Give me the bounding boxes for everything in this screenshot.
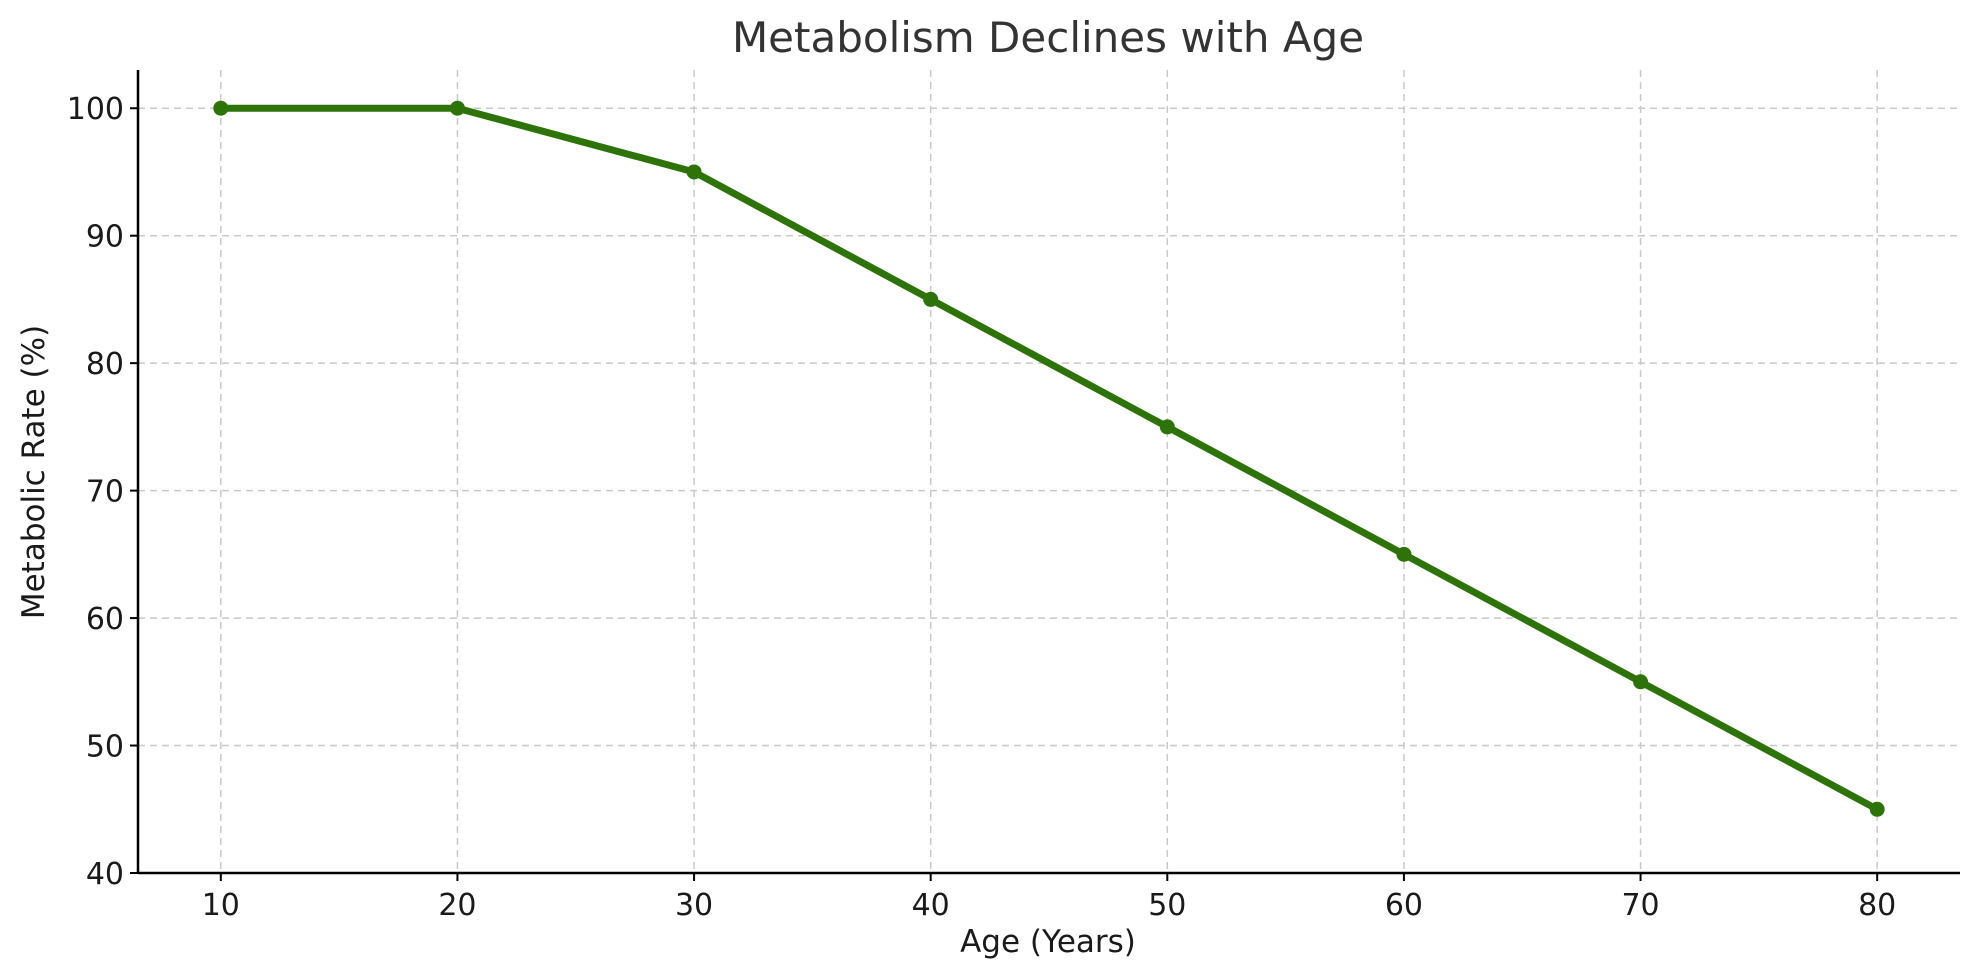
x-tick-label: 60 (1385, 888, 1423, 923)
x-tick-label: 40 (912, 888, 950, 923)
data-point (1396, 546, 1412, 562)
data-point (449, 100, 465, 116)
x-tick-label: 30 (675, 888, 713, 923)
data-point (1869, 801, 1885, 817)
axes (130, 70, 1960, 881)
grid-lines (138, 70, 1960, 873)
tick-labels: 10 20 30 40 50 60 70 80 40 50 60 70 80 90 100 (67, 92, 1897, 923)
x-tick-label: 10 (202, 888, 240, 923)
x-tick-label: 80 (1858, 888, 1896, 923)
x-tick-label: 70 (1621, 888, 1659, 923)
data-point (923, 291, 939, 307)
y-tick-label: 80 (86, 347, 124, 382)
y-tick-label: 90 (86, 220, 124, 255)
x-axis-label: Age (Years) (960, 924, 1136, 960)
series-line (217, 104, 1881, 813)
x-tick-label: 20 (438, 888, 476, 923)
data-point (1633, 674, 1649, 690)
chart-title: Metabolism Declines with Age (732, 13, 1364, 62)
y-tick-label: 60 (86, 602, 124, 637)
data-point (213, 100, 229, 116)
x-tick-label: 50 (1148, 888, 1186, 923)
y-tick-label: 50 (86, 730, 124, 765)
y-tick-label: 100 (67, 92, 124, 127)
y-tick-label: 40 (86, 857, 124, 892)
y-axis-label: Metabolic Rate (%) (16, 325, 52, 619)
y-tick-label: 70 (86, 475, 124, 510)
data-point (1159, 419, 1175, 435)
data-series (213, 100, 1885, 817)
data-point (686, 164, 702, 180)
